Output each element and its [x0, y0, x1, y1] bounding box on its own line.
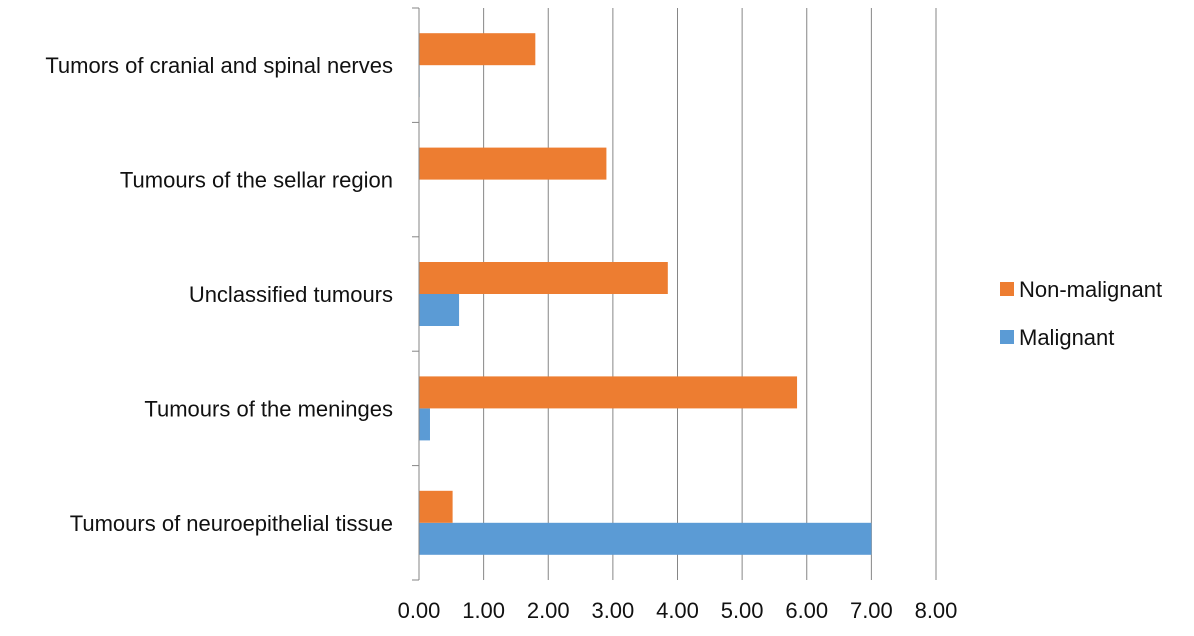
bar-non-malignant [419, 376, 798, 409]
bar-non-malignant [419, 490, 453, 523]
x-tick-label: 4.00 [656, 598, 699, 623]
bar-malignant [419, 522, 872, 555]
x-tick-label: 3.00 [591, 598, 634, 623]
x-tick-label: 1.00 [462, 598, 505, 623]
x-axis-tick-labels: 0.00 1.00 2.00 3.00 4.00 5.00 6.00 7.00 8.00 [398, 598, 958, 623]
category-label: Tumours of neuroepithelial tissue [70, 511, 393, 536]
category-label: Unclassified tumours [189, 282, 393, 307]
bar-non-malignant [419, 147, 607, 180]
y-axis [412, 7, 420, 581]
category-label: Tumours of the meninges [144, 396, 393, 421]
legend: Non-malignant Malignant [1000, 277, 1162, 350]
x-tick-label: 6.00 [785, 598, 828, 623]
legend-label: Non-malignant [1019, 277, 1162, 302]
bars [419, 33, 872, 555]
category-label: Tumours of the sellar region [120, 168, 393, 193]
x-tick-label: 7.00 [850, 598, 893, 623]
x-tick-label: 5.00 [721, 598, 764, 623]
bar-malignant [419, 294, 460, 326]
bar-non-malignant [419, 33, 536, 66]
bar-non-malignant [419, 262, 668, 294]
legend-label: Malignant [1019, 325, 1114, 350]
x-tick-label: 2.00 [527, 598, 570, 623]
legend-swatch [1000, 330, 1014, 344]
legend-swatch [1000, 282, 1014, 296]
bar-malignant [419, 408, 430, 441]
category-labels: Tumours of neuroepithelial tissue Tumours… [45, 53, 393, 536]
x-tick-label: 8.00 [915, 598, 958, 623]
x-tick-label: 0.00 [398, 598, 441, 623]
category-label: Tumors of cranial and spinal nerves [45, 53, 393, 78]
